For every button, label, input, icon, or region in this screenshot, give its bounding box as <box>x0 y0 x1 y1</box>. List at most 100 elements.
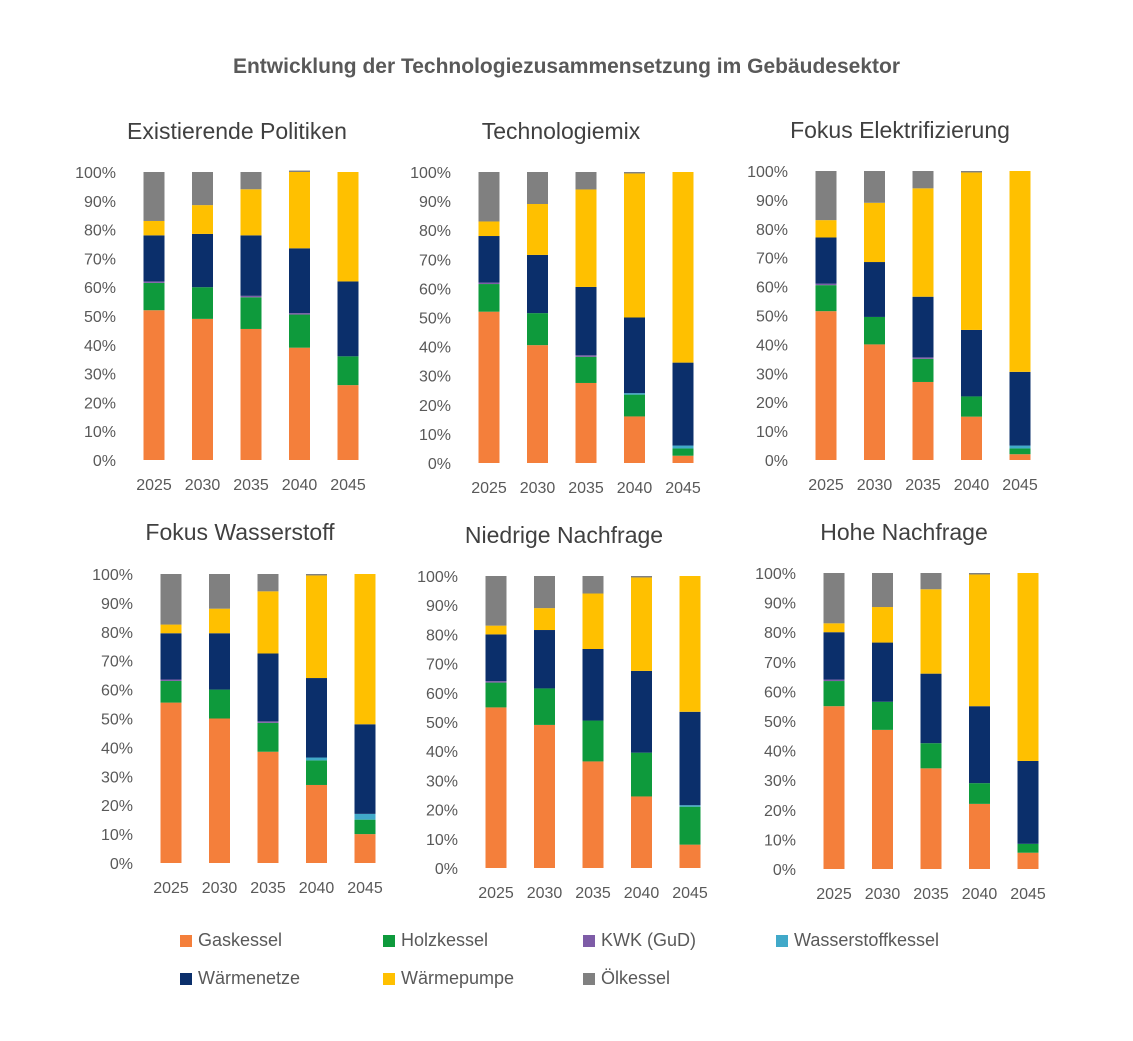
legend-swatch-oelkessel <box>583 972 595 985</box>
bar-segment <box>337 172 359 282</box>
bar-segment <box>961 172 982 330</box>
bar-segment <box>306 575 327 679</box>
y-tick-label: 80% <box>101 625 133 642</box>
bar-segment <box>961 396 982 417</box>
bar-segment <box>1009 448 1031 455</box>
bar-segment <box>672 455 694 463</box>
bar-segment <box>1017 573 1039 761</box>
bar-segment <box>631 576 652 578</box>
y-tick-label: 100% <box>755 566 796 583</box>
x-tick-label: 2040 <box>299 880 335 897</box>
bar-segment <box>289 170 310 172</box>
bar-segment <box>240 297 262 329</box>
bar-segment <box>823 679 845 682</box>
x-tick-label: 2035 <box>913 886 949 903</box>
y-tick-label: 50% <box>419 311 451 328</box>
x-tick-label: 2040 <box>617 480 653 497</box>
y-tick-label: 30% <box>764 773 796 790</box>
y-tick-label: 0% <box>435 861 458 878</box>
legend-swatch-gaskessel <box>180 934 192 947</box>
panel-title: Fokus Wasserstoff <box>145 519 335 545</box>
bar-segment <box>485 682 507 708</box>
bar-segment <box>192 318 213 460</box>
bar-segment <box>679 711 701 806</box>
bar-segment <box>209 574 230 609</box>
bar-segment <box>920 768 942 869</box>
legend-item-wasserstoffkessel: Wasserstoffkessel <box>776 930 939 951</box>
bar-segment <box>354 813 376 820</box>
y-tick-label: 10% <box>101 827 133 844</box>
bar-segment <box>354 574 376 725</box>
bar-segment <box>192 287 213 319</box>
panel-title: Existierende Politiken <box>127 118 347 144</box>
legend-label-holzkessel: Holzkessel <box>401 930 489 950</box>
bar-segment <box>672 362 694 446</box>
bar-segment <box>864 171 885 203</box>
x-tick-label: 2025 <box>471 480 507 497</box>
bar-segment <box>337 385 359 460</box>
x-tick-label: 2025 <box>136 477 172 494</box>
bar-segment <box>160 702 182 863</box>
bar-segment <box>631 577 652 671</box>
legend-swatch-waermepumpe <box>383 972 395 985</box>
bar-segment <box>679 805 701 807</box>
legend-item-gaskessel: Gaskessel <box>180 930 282 951</box>
bar-segment <box>485 634 507 682</box>
bar-segment <box>969 706 990 784</box>
x-tick-label: 2035 <box>905 477 941 494</box>
bar-segment <box>872 729 893 869</box>
bar-segment <box>1017 852 1039 869</box>
x-tick-label: 2045 <box>1002 477 1038 494</box>
y-tick-label: 90% <box>84 194 116 211</box>
x-tick-label: 2040 <box>962 886 998 903</box>
y-tick-label: 70% <box>764 655 796 672</box>
bar-segment <box>485 707 507 868</box>
bar-segment <box>575 172 597 190</box>
bar-segment <box>575 286 597 356</box>
y-tick-label: 50% <box>84 309 116 326</box>
bar-segment <box>575 356 597 383</box>
bar-segment <box>672 172 694 363</box>
bar-segment <box>143 310 165 460</box>
bar-segment <box>920 589 942 674</box>
bar-segment <box>631 670 652 753</box>
x-tick-label: 2030 <box>527 885 563 902</box>
bar-segment <box>478 221 500 237</box>
bar-segment <box>823 706 845 869</box>
bar-segment <box>160 574 182 625</box>
bar-segment <box>912 171 934 189</box>
bar-segment <box>209 608 230 634</box>
bar-segment <box>1009 454 1031 460</box>
x-tick-label: 2040 <box>954 477 990 494</box>
y-tick-label: 40% <box>419 340 451 357</box>
bar-segment <box>478 236 500 283</box>
bar-segment <box>815 311 837 460</box>
bar-segment <box>354 724 376 814</box>
bar-segment <box>624 172 645 174</box>
bar-segment <box>815 171 837 221</box>
x-tick-label: 2040 <box>282 477 318 494</box>
y-tick-label: 70% <box>84 251 116 268</box>
bar-segment <box>257 722 279 752</box>
bar-segment <box>354 819 376 835</box>
bar-segment <box>192 172 213 206</box>
bar-segment <box>823 681 845 707</box>
y-tick-label: 90% <box>426 598 458 615</box>
y-tick-label: 40% <box>756 337 788 354</box>
bar-segment <box>240 189 262 236</box>
x-tick-label: 2025 <box>816 886 852 903</box>
bar-segment <box>160 624 182 634</box>
bar-segment <box>575 382 597 463</box>
y-tick-label: 50% <box>101 712 133 729</box>
bar-segment <box>815 237 837 284</box>
bar-segment <box>534 630 555 689</box>
y-tick-label: 100% <box>410 165 451 182</box>
y-tick-label: 70% <box>426 657 458 674</box>
legend-item-waermepumpe: Wärmepumpe <box>383 968 514 989</box>
bar-segment <box>582 576 604 594</box>
x-tick-label: 2030 <box>202 880 238 897</box>
bar-segment <box>912 357 934 359</box>
legend-label-waermepumpe: Wärmepumpe <box>401 968 515 988</box>
bar-segment <box>306 757 327 761</box>
bar-segment <box>527 172 548 205</box>
